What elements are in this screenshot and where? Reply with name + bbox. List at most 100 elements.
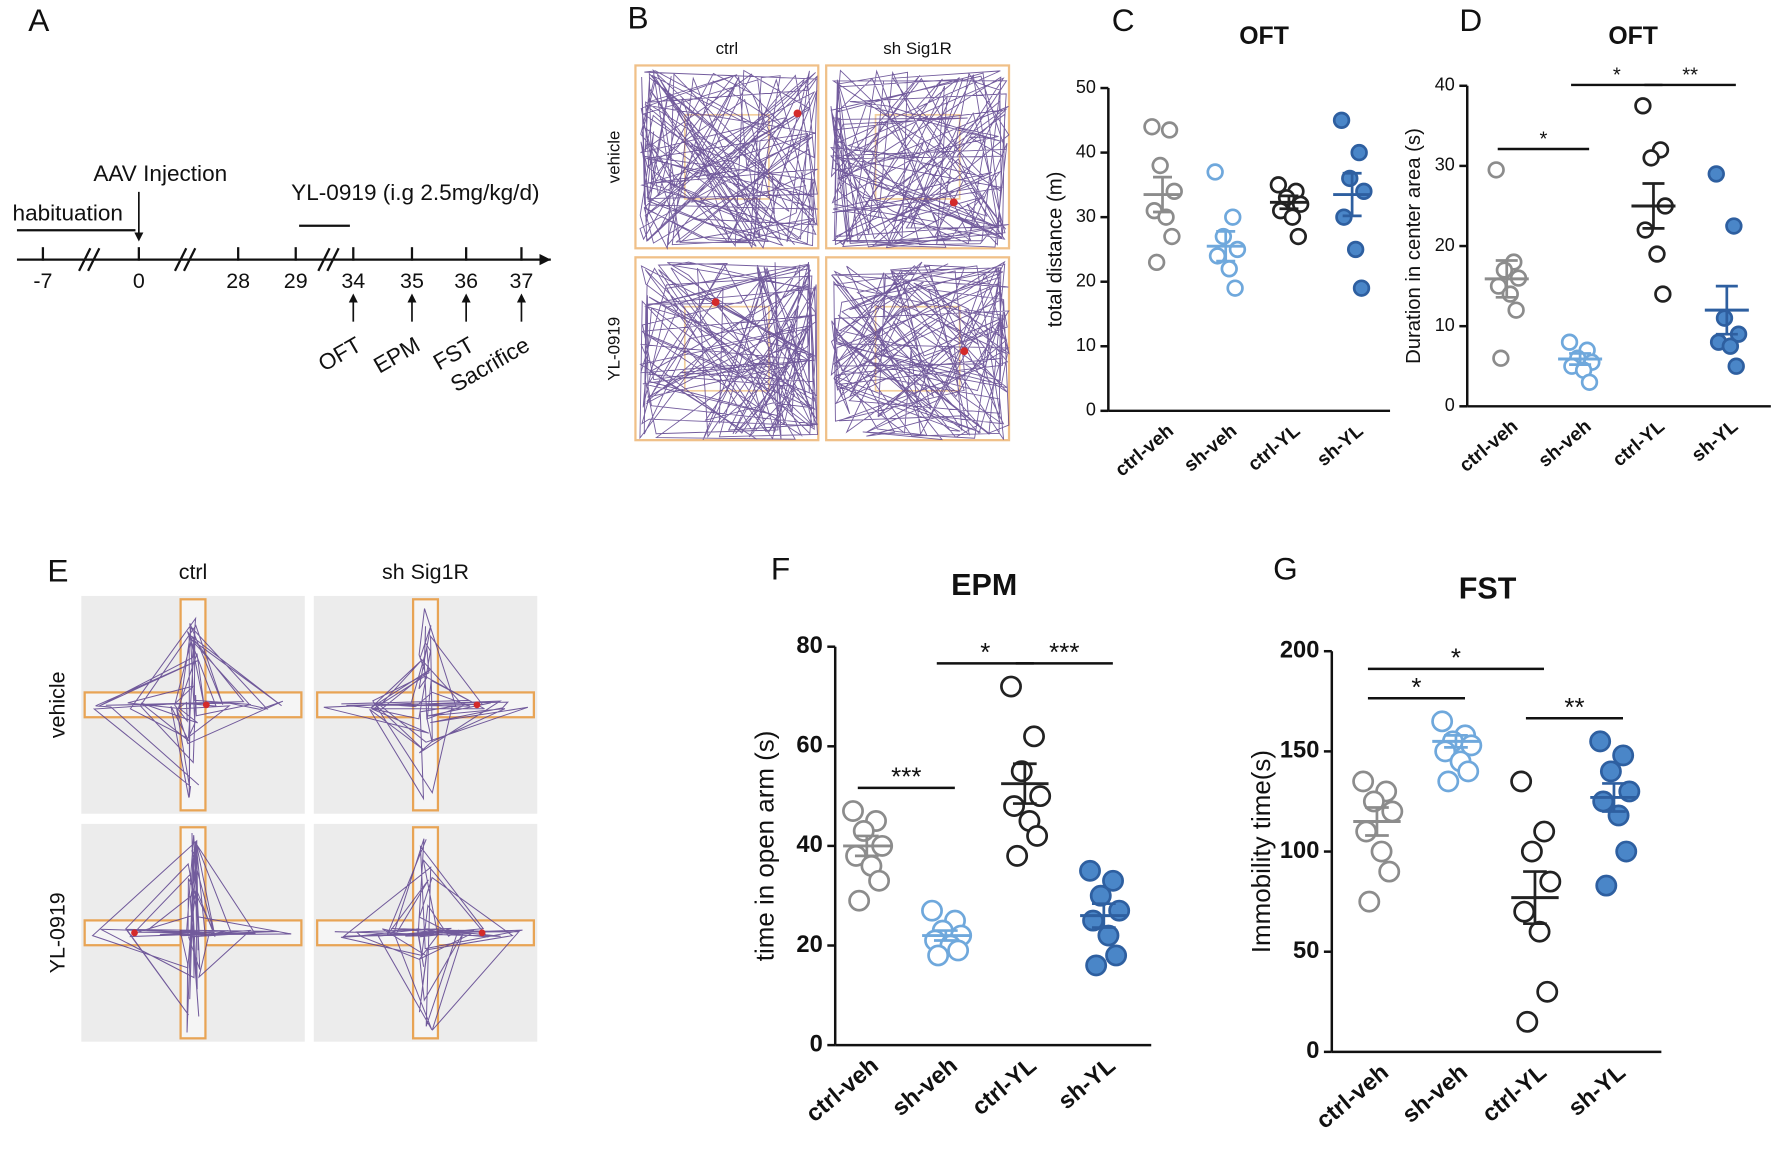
x-tick-label: sh-YL xyxy=(1054,1053,1121,1115)
chart-title: OFT xyxy=(1608,23,1658,50)
data-point xyxy=(1000,675,1022,698)
data-point xyxy=(1157,208,1175,226)
habituation-label: habituation xyxy=(13,200,123,225)
start-dot xyxy=(949,198,958,207)
row-label: YL-0919 xyxy=(605,317,624,381)
data-point xyxy=(1089,884,1112,907)
y-tick-label: 40 xyxy=(1435,75,1455,95)
data-point xyxy=(1165,182,1183,201)
data-point xyxy=(1289,227,1308,246)
data-point xyxy=(1220,260,1238,278)
panel-letter: B xyxy=(628,0,649,36)
data-point xyxy=(1492,349,1510,367)
y-axis-label: Immobility time(s) xyxy=(1248,750,1276,953)
x-tick-label: ctrl-veh xyxy=(1456,416,1523,477)
column-label: ctrl xyxy=(716,39,739,58)
data-point xyxy=(1654,285,1672,303)
data-point xyxy=(1725,217,1743,235)
track xyxy=(91,833,292,1033)
data-point xyxy=(1029,785,1052,808)
x-tick-label: ctrl-YL xyxy=(1609,416,1669,471)
track xyxy=(830,260,1010,441)
panel-letter: E xyxy=(47,553,68,589)
data-point xyxy=(1085,954,1108,977)
error-bar xyxy=(1495,259,1518,299)
axis-break xyxy=(317,247,331,272)
event-label: EPM xyxy=(369,332,424,378)
panel-letter: A xyxy=(28,2,50,38)
data-point xyxy=(1437,770,1460,793)
data-point xyxy=(1612,744,1635,767)
treatment-label: YL-0919 (i.g 2.5mg/kg/d) xyxy=(291,180,539,205)
data-point xyxy=(1269,176,1288,194)
error-bar xyxy=(1523,870,1547,926)
error-bar xyxy=(1279,194,1299,211)
data-point xyxy=(1580,373,1599,391)
arrow-head xyxy=(539,253,551,266)
error-bar xyxy=(1444,734,1468,749)
data-point xyxy=(1023,725,1045,748)
axis-break xyxy=(87,247,101,272)
error-bar xyxy=(933,929,958,942)
data-point xyxy=(1163,227,1181,246)
data-point xyxy=(1143,118,1161,136)
y-tick-label: 60 xyxy=(796,733,822,759)
arrow-head xyxy=(134,232,144,242)
data-point xyxy=(1457,760,1480,783)
data-point xyxy=(1026,824,1049,847)
data-point xyxy=(1648,245,1666,263)
chart-title: OFT xyxy=(1239,23,1289,50)
data-point xyxy=(1160,121,1179,139)
error-bar xyxy=(1365,806,1389,837)
track xyxy=(323,608,529,801)
data-point xyxy=(1599,760,1622,783)
data-point xyxy=(1381,800,1404,823)
data-point xyxy=(947,939,970,962)
center-zone xyxy=(874,305,961,392)
data-point xyxy=(848,889,871,912)
data-point xyxy=(1487,161,1505,179)
start-dot xyxy=(711,298,720,307)
column-label: ctrl xyxy=(179,560,208,584)
chart-title: EPM xyxy=(951,568,1017,602)
data-point xyxy=(1006,844,1029,867)
y-tick-label: 10 xyxy=(1435,315,1455,335)
y-tick-label: 40 xyxy=(796,832,822,858)
data-point xyxy=(852,820,875,842)
data-point xyxy=(927,944,950,967)
error-bar xyxy=(1342,171,1362,218)
data-point xyxy=(1346,240,1365,259)
day-label: 37 xyxy=(510,269,534,293)
panel-letter: G xyxy=(1273,550,1298,586)
data-point xyxy=(921,899,943,922)
data-point xyxy=(1520,840,1543,863)
data-point xyxy=(1507,301,1525,319)
data-point xyxy=(1283,208,1302,226)
track xyxy=(639,68,818,250)
error-bar xyxy=(1569,352,1592,366)
arrow-head xyxy=(461,293,471,303)
data-point xyxy=(1151,156,1169,175)
x-tick-label: sh-veh xyxy=(888,1053,963,1122)
x-tick-label: sh-veh xyxy=(1535,416,1596,472)
data-point xyxy=(1378,860,1401,883)
data-point xyxy=(842,800,864,822)
x-tick-label: sh-YL xyxy=(1564,1059,1631,1121)
y-tick-label: 30 xyxy=(1435,155,1455,175)
significance-label: * xyxy=(1539,128,1547,150)
data-point xyxy=(1533,820,1556,843)
y-tick-label: 0 xyxy=(1086,400,1096,420)
data-point xyxy=(1634,97,1652,115)
track xyxy=(334,838,523,1031)
data-point xyxy=(1528,920,1551,943)
track xyxy=(92,616,284,798)
data-point xyxy=(1707,165,1725,183)
start-dot xyxy=(478,929,486,937)
arrow-head xyxy=(516,293,526,303)
y-tick-label: 20 xyxy=(796,932,822,958)
x-tick-label: ctrl-YL xyxy=(1478,1059,1552,1127)
x-tick-label: sh-veh xyxy=(1180,420,1241,476)
data-point xyxy=(1642,149,1660,167)
x-tick-label: sh-veh xyxy=(1398,1059,1473,1128)
